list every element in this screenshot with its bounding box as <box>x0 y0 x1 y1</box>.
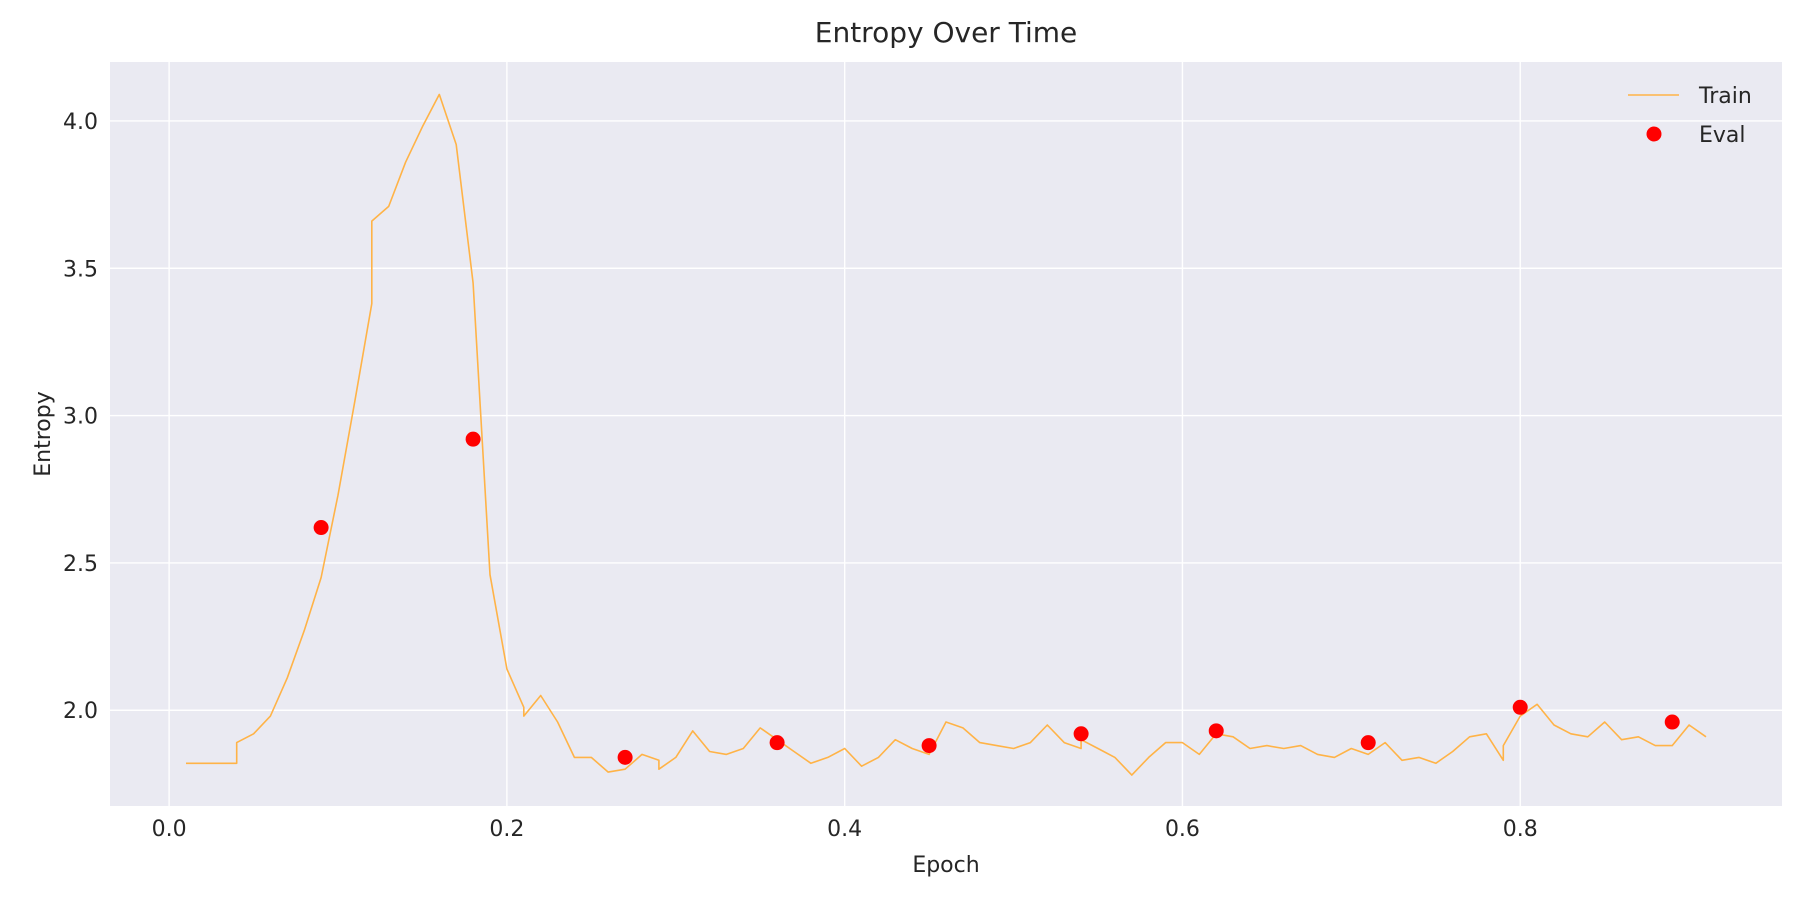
y-tick-label: 2.5 <box>63 552 98 577</box>
train-series-line <box>186 93 1707 776</box>
legend-eval-swatch <box>1646 126 1662 142</box>
eval-point <box>1073 726 1089 742</box>
x-tick-label: 0.8 <box>1503 817 1538 842</box>
y-tick-labels: 2.0 2.5 3.0 3.5 4.0 <box>63 110 98 724</box>
x-axis-label: Epoch <box>912 853 979 878</box>
y-gridlines <box>110 120 1782 711</box>
eval-point <box>769 735 785 751</box>
eval-point <box>617 749 633 765</box>
series-layer <box>186 93 1707 776</box>
x-gridlines <box>168 62 1521 806</box>
plot-area <box>110 62 1782 806</box>
legend: Train Eval <box>1628 84 1752 148</box>
legend-eval-label: Eval <box>1699 123 1746 148</box>
legend-train-label: Train <box>1698 84 1752 109</box>
eval-point <box>1360 735 1376 751</box>
x-tick-label: 0.2 <box>489 817 524 842</box>
eval-point <box>921 738 937 754</box>
eval-point <box>1664 714 1680 730</box>
chart-title: Entropy Over Time <box>815 16 1077 49</box>
x-tick-label: 0.4 <box>827 817 862 842</box>
y-tick-label: 4.0 <box>63 110 98 135</box>
y-tick-label: 2.0 <box>63 699 98 724</box>
y-tick-label: 3.5 <box>63 257 98 282</box>
y-tick-label: 3.0 <box>63 405 98 430</box>
eval-point <box>465 431 481 447</box>
eval-point <box>1512 699 1528 715</box>
x-tick-label: 0.6 <box>1165 817 1200 842</box>
y-axis-label: Entropy <box>31 391 56 476</box>
x-tick-label: 0.0 <box>152 817 187 842</box>
eval-point <box>1208 723 1224 739</box>
x-tick-labels: 0.0 0.2 0.4 0.6 0.8 <box>152 817 1538 842</box>
eval-point <box>313 520 329 536</box>
